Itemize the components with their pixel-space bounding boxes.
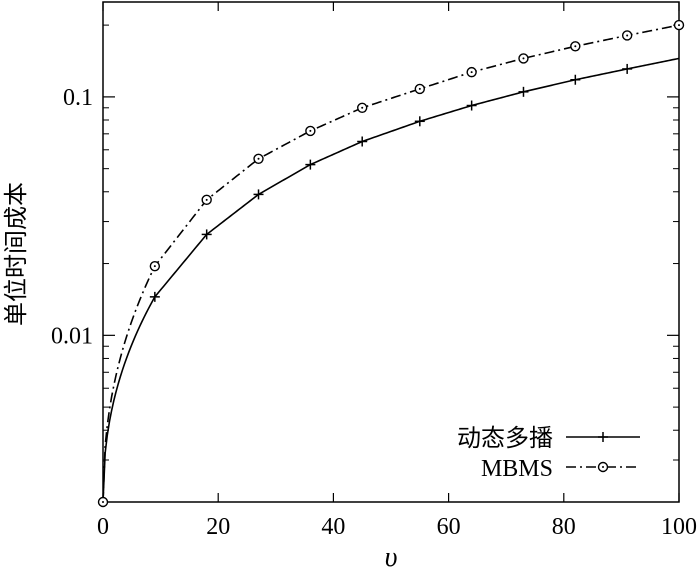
x-tick-label: 0: [97, 514, 109, 540]
plot-frame: [102, 1, 680, 503]
x-tick-label: 80: [552, 514, 576, 540]
legend-label-2: MBMS: [481, 456, 553, 482]
plus-marker: [414, 116, 425, 127]
circle-marker-dot: [470, 71, 473, 74]
circle-marker-dot: [626, 34, 629, 37]
series-markers: [97, 19, 685, 508]
plus-marker: [149, 291, 160, 302]
series-line-2: [102, 24, 680, 503]
axis-ticks: 0 20 40 60 80 100 0.01 0.1: [51, 2, 697, 540]
x-tick-label: 60: [437, 514, 461, 540]
plus-marker: [357, 136, 368, 147]
plus-marker: [518, 86, 529, 97]
circle-marker-dot: [418, 87, 421, 90]
circle-marker-dot: [361, 106, 364, 109]
plus-marker: [253, 189, 264, 200]
series-line-1: [102, 57, 680, 503]
y-axis-label: 单位时间成本: [2, 182, 30, 326]
plus-marker: [305, 159, 316, 170]
circle-marker-dot: [102, 501, 104, 503]
circle-marker-dot: [257, 157, 260, 160]
legend: 动态多播 MBMS: [457, 425, 640, 482]
legend-marker-dot: [602, 466, 604, 468]
circle-marker-dot: [153, 265, 156, 268]
circle-marker-dot: [205, 198, 208, 201]
circle-marker-dot: [574, 45, 577, 48]
y-tick-label: 0.01: [51, 323, 93, 349]
circle-marker-dot: [678, 24, 680, 27]
x-axis-label: υ: [385, 542, 398, 573]
plot-border: [102, 1, 680, 503]
plus-marker: [622, 63, 633, 74]
x-tick-label: 100: [661, 514, 697, 540]
series-lines: [102, 24, 680, 503]
circle-marker-dot: [522, 57, 525, 60]
plus-marker: [466, 100, 477, 111]
y-tick-label: 0.1: [63, 85, 93, 111]
circle-marker-dot: [309, 129, 312, 132]
x-tick-label: 40: [321, 514, 345, 540]
plus-marker: [570, 74, 581, 85]
plus-marker: [201, 229, 212, 240]
x-tick-label: 20: [206, 514, 230, 540]
legend-label-1: 动态多播: [457, 425, 553, 452]
